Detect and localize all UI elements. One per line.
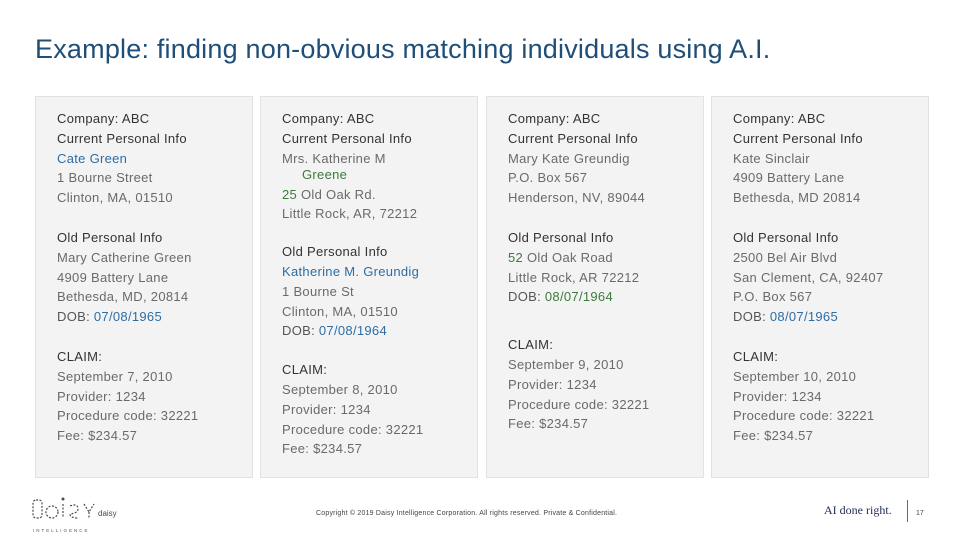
current-name: Mary Kate Greundig [508,150,630,166]
claim-provider: Provider: 1234 [57,388,146,404]
old-address-line2: Bethesda, MD, 20814 [57,289,189,305]
old-info-section: Old Personal Info Katherine M. Greundig … [282,242,471,341]
address-street: Old Oak Rd. [300,186,376,202]
tagline: AI done right. [824,503,892,517]
claim-procedure: Procedure code: 32221 [282,421,424,437]
claim-provider: Provider: 1234 [508,376,597,392]
claim-section: CLAIM: September 7, 2010 Provider: 1234 … [57,347,246,446]
current-info-section: Company: ABC Current Personal Info Mary … [508,109,697,208]
company-label: Company: ABC [508,111,601,126]
address-street: Old Oak Road [526,249,613,265]
old-dob: DOB: 07/08/1965 [57,307,246,327]
dob-value: 08/07/1964 [544,289,613,305]
old-dob: DOB: 07/08/1964 [282,321,471,341]
current-info-section: Company: ABC Current Personal Info Kate … [733,109,922,208]
dob-value: 08/07/1965 [769,309,838,325]
old-dob: DOB: 08/07/1965 [733,307,922,327]
company-label: Company: ABC [733,111,826,126]
current-info-section: Company: ABC Current Personal Info Mrs. … [282,109,471,224]
old-address-line2: Little Rock, AR 72212 [508,269,640,285]
logo-subtext: INTELLIGENCE [33,528,90,533]
slide-title: Example: finding non-obvious matching in… [35,34,771,64]
old-address-line3: P.O. Box 567 [733,289,813,305]
old-info-header: Old Personal Info [57,229,163,245]
logo-text: daisy [98,509,117,518]
record-panel-4: Company: ABC Current Personal Info Kate … [711,96,929,478]
dob-label: DOB: [282,323,315,339]
old-info-header: Old Personal Info [282,244,388,260]
current-name: Cate Green [57,150,128,166]
claim-procedure: Procedure code: 32221 [57,408,199,424]
old-address-line1: 52 Old Oak Road [508,248,697,268]
current-address-line1: P.O. Box 567 [508,170,588,186]
current-address-line2: Henderson, NV, 89044 [508,190,646,206]
old-info-section: Old Personal Info Mary Catherine Green 4… [57,228,246,327]
old-address-line1: 4909 Battery Lane [57,269,169,285]
old-dob: DOB: 08/07/1964 [508,287,697,307]
current-address-line1: 25 Old Oak Rd. [282,185,471,205]
current-info-header: Current Personal Info [508,130,638,146]
page-number: 17 [916,510,924,517]
dob-label: DOB: [508,289,541,305]
old-info-header: Old Personal Info [508,229,614,245]
current-info-header: Current Personal Info [282,130,412,146]
old-name: Mary Catherine Green [57,249,192,265]
address-number: 25 [282,186,298,202]
claim-provider: Provider: 1234 [733,388,822,404]
current-address-line2: Little Rock, AR, 72212 [282,206,418,222]
current-info-header: Current Personal Info [733,130,863,146]
claim-procedure: Procedure code: 32221 [508,396,650,412]
dob-label: DOB: [57,309,90,325]
daisy-logo: daisy INTELLIGENCE [30,492,125,536]
claim-section: CLAIM: September 9, 2010 Provider: 1234 … [508,335,697,434]
claim-fee: Fee: $234.57 [57,428,138,444]
old-name: Katherine M. Greundig [282,263,420,279]
old-address-line1: 2500 Bel Air Blvd [733,249,838,265]
current-info-section: Company: ABC Current Personal Info Cate … [57,109,246,208]
record-panel-2: Company: ABC Current Personal Info Mrs. … [260,96,478,478]
claim-header: CLAIM: [282,362,328,378]
current-info-header: Current Personal Info [57,130,187,146]
claim-date: September 8, 2010 [282,381,398,397]
old-info-header: Old Personal Info [733,229,839,245]
current-address-line1: 4909 Battery Lane [733,170,845,186]
dob-label: DOB: [733,309,766,325]
claim-fee: Fee: $234.57 [282,441,363,457]
claim-header: CLAIM: [57,348,103,364]
dob-value: 07/08/1965 [93,309,162,325]
current-name-line1: Mrs. Katherine M [282,150,386,166]
claim-section: CLAIM: September 8, 2010 Provider: 1234 … [282,360,471,459]
claim-date: September 10, 2010 [733,368,857,384]
claim-header: CLAIM: [508,337,554,353]
address-number: 52 [508,249,524,265]
record-panel-1: Company: ABC Current Personal Info Cate … [35,96,253,478]
old-info-section: Old Personal Info 52 Old Oak Road Little… [508,228,697,307]
current-address-line1: 1 Bourne Street [57,170,153,186]
claim-date: September 7, 2010 [57,368,173,384]
current-address-line2: Clinton, MA, 01510 [57,190,173,206]
current-name-line2: Greene [302,166,348,182]
record-panel-3: Company: ABC Current Personal Info Mary … [486,96,704,478]
old-address-line2: San Clement, CA, 92407 [733,269,884,285]
company-label: Company: ABC [57,111,150,126]
claim-date: September 9, 2010 [508,356,624,372]
old-address-line2: Clinton, MA, 01510 [282,303,398,319]
claim-fee: Fee: $234.57 [508,416,589,432]
claim-header: CLAIM: [733,348,779,364]
old-info-section: Old Personal Info 2500 Bel Air Blvd San … [733,228,922,327]
claim-fee: Fee: $234.57 [733,428,814,444]
claim-procedure: Procedure code: 32221 [733,408,875,424]
old-address-line1: 1 Bourne St [282,283,354,299]
current-address-line2: Bethesda, MD 20814 [733,190,861,206]
dob-value: 07/08/1964 [318,323,387,339]
claim-section: CLAIM: September 10, 2010 Provider: 1234… [733,347,922,446]
company-label: Company: ABC [282,111,375,126]
claim-provider: Provider: 1234 [282,401,371,417]
current-name: Kate Sinclair [733,150,810,166]
footer-divider [907,500,908,522]
copyright-notice: Copyright © 2019 Daisy Intelligence Corp… [316,510,618,517]
